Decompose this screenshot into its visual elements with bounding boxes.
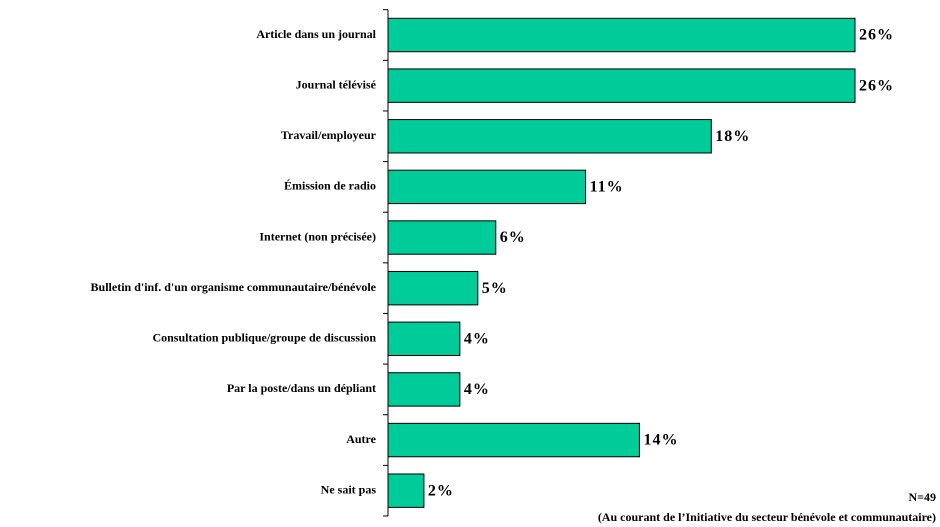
bar bbox=[387, 473, 425, 508]
sample-size: N=49 bbox=[908, 490, 936, 504]
value-label: 4% bbox=[464, 381, 490, 398]
bar bbox=[387, 422, 640, 458]
category-label: Internet (non précisée) bbox=[259, 229, 376, 243]
value-label: 26% bbox=[859, 77, 894, 94]
category-label: Bulletin d'inf. d'un organisme communaut… bbox=[91, 280, 377, 294]
category-label: Ne sait pas bbox=[321, 482, 377, 496]
value-label: 14% bbox=[643, 432, 678, 449]
value-label: 6% bbox=[500, 229, 526, 246]
bar bbox=[387, 68, 856, 103]
value-label: 5% bbox=[482, 280, 508, 297]
category-label: Consultation publique/groupe de discussi… bbox=[152, 331, 376, 345]
value-label: 2% bbox=[428, 482, 454, 499]
category-label: Par la poste/dans un dépliant bbox=[227, 381, 376, 395]
value-label: 4% bbox=[464, 330, 490, 347]
category-label: Article dans un journal bbox=[256, 27, 376, 41]
value-label: 18% bbox=[715, 128, 750, 145]
category-label: Émission de radio bbox=[284, 179, 376, 193]
value-label: 26% bbox=[859, 27, 894, 44]
bar bbox=[387, 119, 712, 154]
category-label: Travail/employeur bbox=[281, 128, 377, 142]
bar bbox=[387, 321, 461, 357]
bar bbox=[387, 270, 479, 306]
bar bbox=[387, 372, 461, 407]
bar bbox=[387, 17, 856, 53]
bar bbox=[387, 220, 497, 255]
category-label: Autre bbox=[346, 432, 376, 446]
bar bbox=[387, 169, 587, 205]
value-label: 11% bbox=[590, 179, 624, 196]
category-label: Journal télévisé bbox=[296, 77, 377, 91]
footnote: (Au courant de l’Initiative du secteur b… bbox=[598, 510, 936, 524]
